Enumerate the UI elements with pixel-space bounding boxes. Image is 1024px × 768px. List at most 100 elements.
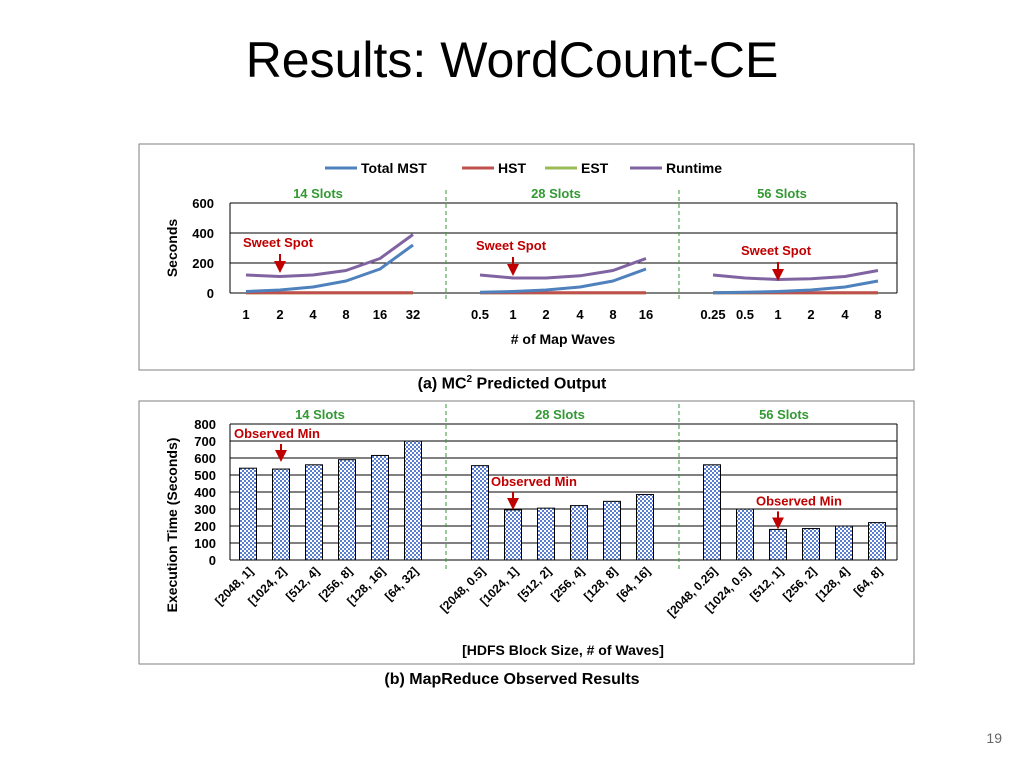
legend-label: Runtime [666,160,722,176]
x-tick-label: 16 [639,307,653,322]
y-tick-label: 800 [194,417,216,432]
bar [537,507,555,561]
slots-label: 28 Slots [535,407,585,422]
x-tick-label: 2 [542,307,549,322]
line-group-3: 56 Slots 0.25 0.5 1 2 4 8 Sweet Spot [700,186,881,322]
y-tick-label: 0 [207,286,214,301]
chart-a-caption-prefix: (a) MC [417,375,467,393]
y-tick-label: 400 [192,226,214,241]
y-tick-label: 400 [194,485,216,500]
predicted-output-chart: Total MST HST EST Runtime 0 200 400 600 Seconds #… [138,143,915,371]
series-line-runtime [712,269,879,281]
bar-group-3: 56 Slots[2048, 0.25][1024, 0.5][512, 1][… [664,407,886,620]
bar-group-1: 14 Slots [2048, 1][1024, 2][512, 4][256, … [212,407,422,608]
x-tick-label: [128, 4] [813,564,852,603]
observed-min-label: Observed Min [491,474,577,489]
x-tick-label: [2048, 0.25] [664,564,720,620]
x-tick-label: [512, 1] [747,564,786,603]
x-tick-label: [2048, 1] [212,564,256,608]
x-tick-label: [64, 32] [382,564,421,603]
x-tick-label: [1024, 1] [477,564,521,608]
legend-label: Total MST [361,160,427,176]
y-tick-label: 600 [194,451,216,466]
series-line-runtime [479,257,647,280]
bar [636,494,654,561]
chart-a-caption: (a) MC2 Predicted Output [0,374,1024,393]
bar [239,467,257,561]
x-tick-label: 4 [841,307,849,322]
legend-item-total-mst: Total MST [325,160,427,176]
x-tick-label: [64, 8] [851,564,885,598]
bar [471,465,489,561]
page-number: 19 [986,730,1002,746]
x-tick-label: 8 [609,307,616,322]
chart-a-caption-suffix: Predicted Output [472,375,607,393]
x-tick-label: 4 [309,307,317,322]
y-tick-label: 700 [194,434,216,449]
x-tick-label: [64, 16] [614,564,653,603]
series-line-total-mst [479,267,647,294]
y-tick-label: 300 [194,502,216,517]
x-tick-label: [512, 4] [283,564,322,603]
x-tick-label: [1024, 2] [245,564,289,608]
legend-item-hst: HST [462,160,526,176]
chart-a-legend: Total MST HST EST Runtime [325,160,722,176]
x-tick-label: [2048, 0.5] [437,564,488,615]
bar [305,464,323,561]
series-line-total-mst [245,243,414,293]
bar [371,454,389,561]
y-tick-label: 200 [192,256,214,271]
sweet-spot-label: Sweet Spot [476,238,547,253]
slots-label: 14 Slots [295,407,345,422]
legend-item-runtime: Runtime [630,160,722,176]
observed-min-label: Observed Min [234,426,320,441]
x-axis-label: [HDFS Block Size, # of Waves] [462,642,664,658]
x-tick-label: [256, 2] [780,564,819,603]
slots-label: 56 Slots [759,407,809,422]
bar [868,522,886,561]
line-group-1: 14 Slots 1 2 4 8 16 32 Sweet Spot [242,186,420,322]
bar [703,464,721,561]
x-tick-label: 8 [874,307,881,322]
chart-b-caption: (b) MapReduce Observed Results [384,671,640,688]
x-axis-label: # of Map Waves [511,331,616,347]
slots-label: 56 Slots [757,186,807,201]
bar [736,508,754,561]
y-axis-label: Execution Time (Seconds) [164,438,180,613]
y-tick-label: 500 [194,468,216,483]
legend-label: EST [581,160,609,176]
x-tick-label: [128, 16] [344,564,388,608]
x-tick-label: 2 [276,307,283,322]
bar [802,528,820,561]
bar [504,509,522,561]
bar-group-2: 28 Slots [2048, 0.5][1024, 1][512, 2][256… [437,407,654,615]
x-tick-label: 0.25 [700,307,725,322]
y-tick-label: 200 [194,519,216,534]
chart-b-frame [138,400,915,665]
bar [835,525,853,561]
bar [272,468,290,561]
y-tick-label: 0 [209,553,216,568]
x-tick-label: [128, 8] [581,564,620,603]
x-tick-label: 8 [342,307,349,322]
y-tick-label: 100 [194,536,216,551]
sweet-spot-label: Sweet Spot [741,243,812,258]
x-tick-label: 2 [807,307,814,322]
chart-a-frame [138,143,915,371]
y-axis-label: Seconds [164,219,180,278]
x-tick-label: 1 [774,307,781,322]
x-tick-label: [512, 2] [515,564,554,603]
slots-label: 28 Slots [531,186,581,201]
chart-a-caption-sup: 2 [466,374,473,385]
bar [338,459,356,561]
x-tick-label: 4 [576,307,584,322]
x-tick-label: 1 [242,307,249,322]
legend-label: HST [498,160,526,176]
sweet-spot-label: Sweet Spot [243,235,314,250]
x-tick-label: 0.5 [736,307,754,322]
y-tick-label: 600 [192,196,214,211]
line-group-2: 28 Slots 0.5 1 2 4 8 16 Sweet Spot [471,186,653,322]
x-tick-label: [1024, 0.5] [702,564,753,615]
series-line-total-mst [712,279,879,295]
bar [769,528,787,561]
